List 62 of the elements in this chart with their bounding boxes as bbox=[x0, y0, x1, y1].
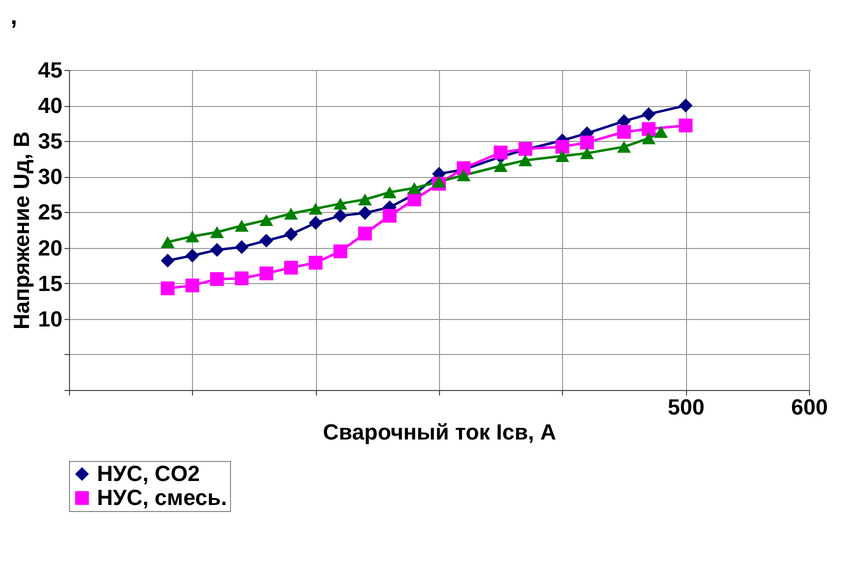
point bbox=[642, 107, 656, 121]
point bbox=[518, 154, 532, 166]
point bbox=[284, 208, 298, 220]
point bbox=[617, 140, 631, 153]
point bbox=[382, 186, 397, 198]
point bbox=[654, 126, 668, 138]
chart-title: , bbox=[10, 3, 18, 30]
point bbox=[185, 278, 200, 292]
point bbox=[284, 227, 298, 242]
point bbox=[333, 244, 348, 258]
x-tick-label: 600 bbox=[791, 394, 828, 420]
point bbox=[382, 208, 397, 223]
y-tick-label: 15 bbox=[38, 270, 62, 296]
point bbox=[308, 256, 323, 270]
y-tick-label: 30 bbox=[38, 164, 62, 190]
point bbox=[678, 118, 693, 132]
point bbox=[555, 140, 570, 154]
point bbox=[333, 198, 348, 210]
point bbox=[160, 254, 175, 268]
point bbox=[210, 226, 224, 238]
point bbox=[358, 226, 372, 240]
y-tick-label: 35 bbox=[38, 128, 62, 154]
point bbox=[259, 214, 274, 226]
point bbox=[642, 132, 656, 144]
legend-label: НУС, смесь. bbox=[97, 485, 228, 510]
point bbox=[308, 202, 323, 215]
y-axis-title: Напряжение Uд, В bbox=[9, 131, 34, 330]
point bbox=[580, 136, 594, 150]
point bbox=[358, 193, 372, 206]
point bbox=[617, 124, 631, 139]
legend-label: НУС, CO2 bbox=[97, 461, 200, 486]
y-tick-label: 45 bbox=[38, 58, 62, 82]
point bbox=[333, 208, 348, 223]
point bbox=[284, 260, 298, 275]
point bbox=[234, 220, 249, 232]
point bbox=[210, 243, 224, 257]
point bbox=[642, 122, 656, 136]
point bbox=[456, 169, 471, 182]
point bbox=[234, 271, 249, 286]
point bbox=[160, 236, 175, 248]
y-tick-label: 40 bbox=[38, 93, 62, 118]
y-tick-label: 25 bbox=[38, 200, 62, 225]
point bbox=[259, 234, 274, 248]
y-tick-label: 20 bbox=[38, 235, 62, 260]
x-axis-title: Сварочный ток Iсв, А bbox=[322, 420, 556, 444]
point bbox=[358, 206, 372, 220]
point bbox=[259, 266, 274, 280]
point bbox=[185, 230, 200, 242]
y-tick-label: 10 bbox=[38, 306, 62, 332]
point bbox=[678, 98, 693, 112]
point bbox=[234, 240, 249, 254]
point bbox=[555, 150, 570, 162]
point bbox=[432, 176, 446, 188]
point bbox=[308, 216, 323, 230]
point bbox=[580, 147, 594, 160]
point bbox=[210, 272, 224, 286]
x-tick-label: 500 bbox=[668, 394, 705, 420]
point bbox=[160, 281, 175, 296]
point bbox=[407, 182, 422, 194]
point bbox=[494, 160, 508, 172]
point bbox=[185, 248, 200, 262]
point bbox=[494, 146, 508, 160]
